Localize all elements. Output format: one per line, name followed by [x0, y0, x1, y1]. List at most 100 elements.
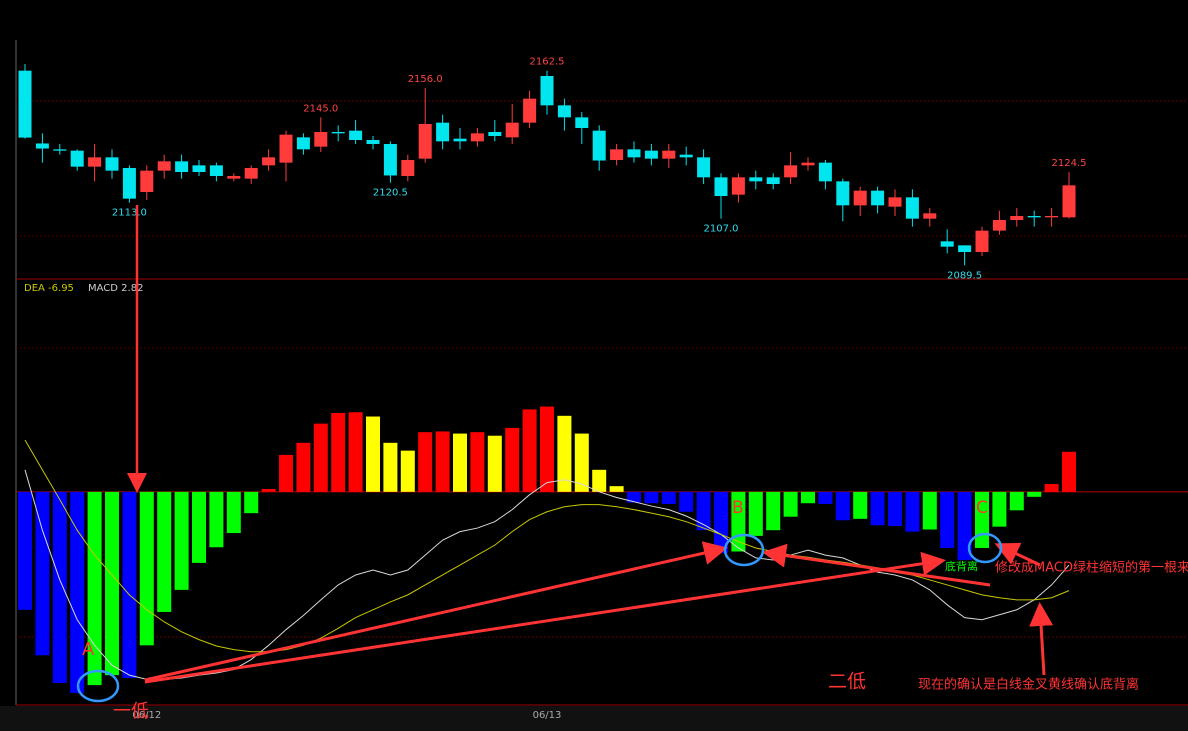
- candle-body: [1010, 216, 1024, 220]
- low-label: 2120.5: [373, 188, 408, 199]
- candle-body: [905, 197, 919, 219]
- candle-body: [157, 161, 171, 171]
- high-label: 2124.5: [1052, 158, 1087, 169]
- macd-bar: [592, 469, 607, 492]
- macd-bar: [331, 412, 346, 492]
- arrow: [144, 541, 728, 682]
- macd-bar: [818, 491, 833, 504]
- candle-body: [105, 157, 119, 171]
- candle-body: [35, 143, 49, 149]
- arrow: [144, 551, 946, 684]
- annotation: B: [732, 498, 744, 518]
- candle-body: [505, 122, 519, 138]
- candle-body: [801, 162, 815, 166]
- x-tick-label: 06/13: [533, 710, 562, 721]
- candle-body: [888, 197, 902, 207]
- candle-body: [592, 130, 606, 161]
- candle-body: [296, 137, 310, 150]
- macd-legend: MACD 2.82: [88, 283, 143, 294]
- macd-bar: [801, 491, 815, 504]
- candle-body: [679, 154, 693, 158]
- candle-body: [349, 130, 363, 140]
- candle-body: [18, 70, 32, 138]
- macd-bar: [87, 491, 102, 686]
- candle-body: [175, 161, 189, 172]
- macd-bar: [453, 433, 467, 492]
- macd-bar: [18, 491, 32, 610]
- macd-bar: [470, 432, 485, 492]
- macd-bar: [557, 415, 572, 492]
- candle-body: [749, 177, 763, 182]
- macd-bar: [400, 450, 415, 492]
- x-tick-label: 06/12: [132, 710, 161, 721]
- macd-bar: [888, 491, 902, 526]
- macd-bar: [905, 491, 920, 532]
- macd-bar: [192, 491, 206, 563]
- macd-bar: [540, 406, 554, 492]
- macd-bar: [279, 454, 293, 492]
- candle-body: [401, 160, 415, 176]
- candle-body: [209, 165, 223, 176]
- macd-bar: [261, 489, 276, 492]
- circle: [723, 533, 765, 567]
- candle-body: [418, 124, 432, 159]
- candle-body: [627, 149, 641, 158]
- candle-body: [958, 245, 972, 252]
- candle-body: [1027, 216, 1041, 218]
- annotation: 修改成MACD绿柱缩短的第一根来: [995, 560, 1188, 576]
- candle-body: [853, 190, 867, 206]
- circle: [76, 669, 120, 703]
- candle-body: [140, 170, 154, 192]
- candle-body: [836, 181, 850, 206]
- macd-bar: [748, 491, 763, 536]
- arrow: [994, 542, 1041, 567]
- macd-bar: [574, 433, 589, 492]
- macd-bar: [783, 491, 798, 517]
- annotation: A: [82, 639, 95, 660]
- candle-body: [975, 230, 989, 252]
- candle-body: [53, 149, 67, 151]
- macd-bar: [853, 491, 868, 519]
- plot-area: 2113.0 2145.0 2120.5 2156.0 2162.5 2107.0 2089…: [16, 57, 1188, 721]
- macd-bar: [244, 491, 259, 514]
- macd-bar: [505, 427, 520, 492]
- candle-body: [662, 150, 676, 159]
- macd-bar: [522, 409, 537, 492]
- candle-body: [784, 165, 798, 178]
- arrow: [1029, 602, 1054, 676]
- candle-body: [262, 157, 276, 166]
- macd-bar: [139, 491, 154, 646]
- candle-body: [1045, 216, 1059, 218]
- annotation: 底背离: [945, 559, 978, 573]
- annotation: C: [976, 498, 988, 518]
- candle-body: [383, 144, 397, 176]
- macd-legend-name: MACD: [88, 283, 118, 294]
- macd-bar: [627, 491, 641, 503]
- candle-body: [314, 132, 328, 147]
- candle-body: [540, 76, 554, 106]
- macd-bar: [1044, 484, 1059, 492]
- macd-bar: [313, 423, 328, 492]
- candle-body: [279, 134, 293, 163]
- candle-body: [453, 138, 467, 142]
- candle-body: [575, 117, 589, 128]
- macd-bar: [661, 491, 676, 504]
- candle-body: [331, 132, 345, 134]
- macd-bar: [157, 491, 172, 612]
- macd-bar: [1027, 491, 1042, 497]
- macd-bar: [957, 491, 972, 561]
- macd-bar: [870, 491, 885, 526]
- high-label: 2156.0: [408, 74, 443, 85]
- annotation: 一低: [113, 701, 149, 722]
- low-label: 2089.5: [947, 270, 982, 281]
- macd-bar: [174, 491, 189, 590]
- macd-bar: [922, 491, 937, 530]
- high-label: 2162.5: [530, 57, 565, 68]
- macd-bar: [609, 486, 624, 492]
- candle-body: [523, 98, 537, 123]
- macd-bar: [226, 491, 241, 534]
- annotation-layer: [76, 205, 1054, 703]
- candle-body: [714, 177, 728, 196]
- candle-body: [192, 165, 206, 172]
